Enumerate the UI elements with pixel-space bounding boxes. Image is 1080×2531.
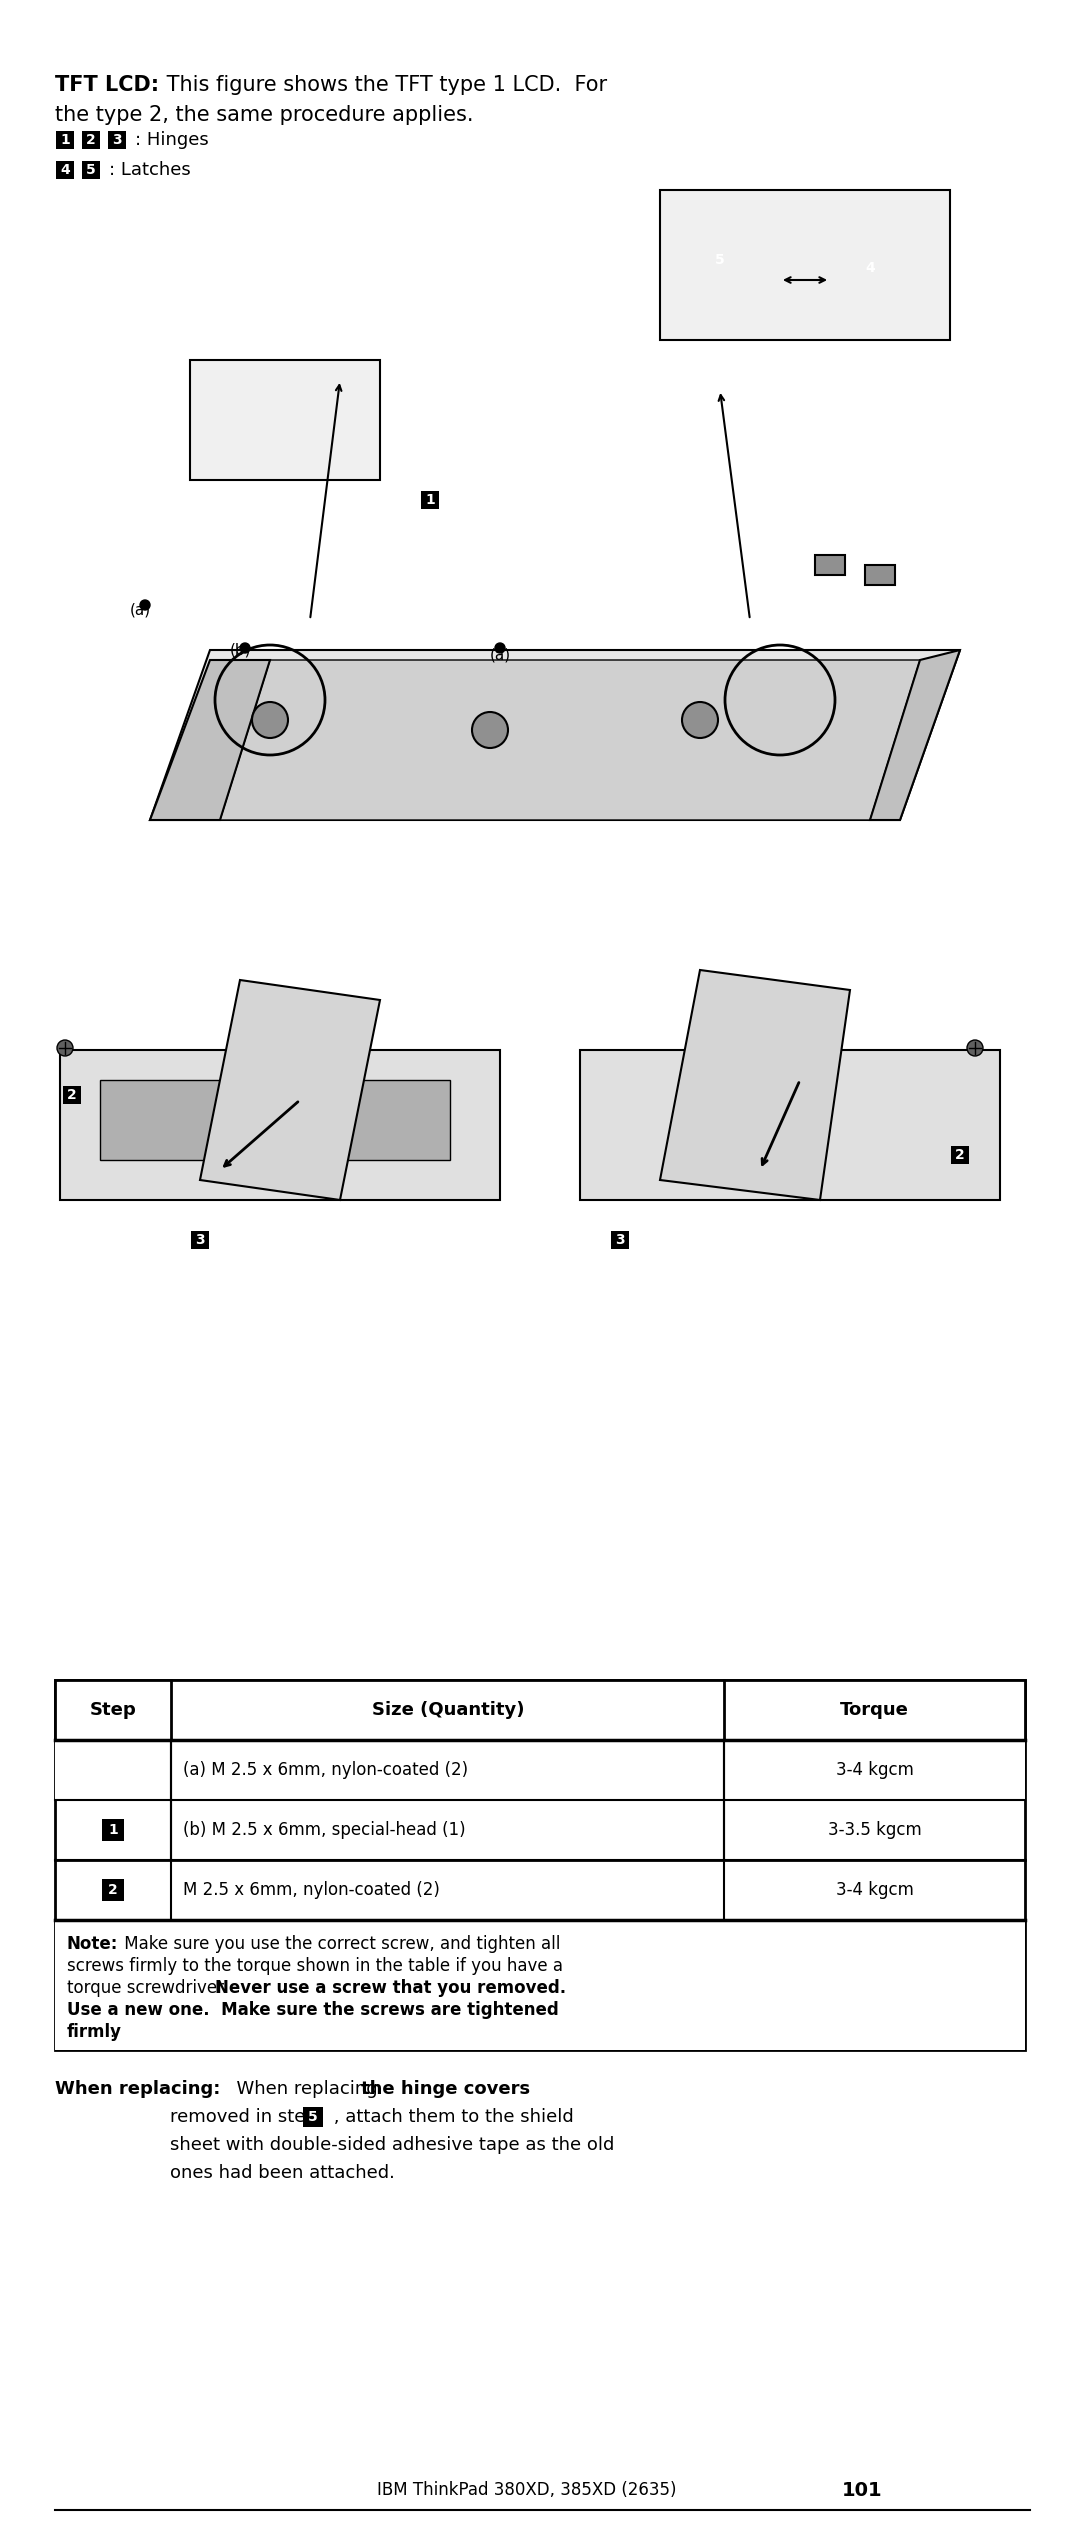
- Text: 5: 5: [715, 253, 725, 266]
- FancyBboxPatch shape: [108, 132, 126, 149]
- Text: sheet with double-sided adhesive tape as the old: sheet with double-sided adhesive tape as…: [170, 2136, 615, 2154]
- Circle shape: [140, 600, 150, 610]
- Circle shape: [57, 1040, 73, 1055]
- FancyBboxPatch shape: [82, 132, 100, 149]
- Text: (a) M 2.5 x 6mm, nylon-coated (2): (a) M 2.5 x 6mm, nylon-coated (2): [184, 1762, 469, 1779]
- Text: , attach them to the shield: , attach them to the shield: [328, 2108, 573, 2126]
- Text: When replacing: When replacing: [225, 2080, 383, 2098]
- FancyBboxPatch shape: [951, 1147, 969, 1164]
- Text: Step: Step: [90, 1701, 136, 1719]
- Circle shape: [495, 643, 505, 653]
- Polygon shape: [220, 661, 920, 820]
- Text: removed in step: removed in step: [170, 2108, 328, 2126]
- Bar: [55, 1681, 1025, 1739]
- Text: IBM ThinkPad 380XD, 385XD (2635): IBM ThinkPad 380XD, 385XD (2635): [377, 2480, 703, 2498]
- Circle shape: [252, 701, 288, 739]
- Text: 3: 3: [195, 1233, 205, 1248]
- FancyBboxPatch shape: [191, 1230, 210, 1248]
- FancyBboxPatch shape: [103, 1878, 124, 1901]
- Text: Size (Quantity): Size (Quantity): [372, 1701, 524, 1719]
- Bar: [815, 554, 845, 575]
- Text: 2: 2: [955, 1149, 964, 1162]
- Text: 2: 2: [86, 134, 96, 147]
- Circle shape: [681, 701, 718, 739]
- Bar: [55, 195, 1025, 896]
- Bar: [55, 1739, 1025, 1800]
- Text: the hinge covers: the hinge covers: [361, 2080, 530, 2098]
- Text: 3: 3: [616, 1233, 625, 1248]
- Text: 5: 5: [308, 2111, 318, 2124]
- FancyBboxPatch shape: [63, 1086, 81, 1104]
- Text: 1: 1: [426, 494, 435, 506]
- Text: 1: 1: [108, 1822, 118, 1838]
- Text: torque screwdriver.: torque screwdriver.: [67, 1979, 239, 1997]
- Text: .: .: [109, 2022, 114, 2040]
- FancyBboxPatch shape: [103, 1820, 124, 1840]
- Text: Note:: Note:: [67, 1936, 119, 1954]
- Polygon shape: [100, 1081, 450, 1159]
- Text: This figure shows the TFT type 1 LCD.  For: This figure shows the TFT type 1 LCD. Fo…: [160, 76, 607, 96]
- Text: 2: 2: [67, 1088, 77, 1101]
- Text: ones had been attached.: ones had been attached.: [170, 2164, 395, 2182]
- Bar: [55, 1921, 1025, 2050]
- Text: 3-3.5 kgcm: 3-3.5 kgcm: [827, 1820, 921, 1840]
- Polygon shape: [200, 979, 380, 1200]
- FancyBboxPatch shape: [711, 251, 729, 268]
- Text: (b): (b): [230, 643, 252, 658]
- FancyBboxPatch shape: [611, 1230, 629, 1248]
- Text: 4: 4: [60, 162, 70, 177]
- Text: the type 2, the same procedure applies.: the type 2, the same procedure applies.: [55, 104, 473, 124]
- Bar: [190, 359, 380, 481]
- FancyBboxPatch shape: [421, 491, 438, 509]
- Text: 101: 101: [841, 2480, 882, 2501]
- FancyBboxPatch shape: [56, 132, 75, 149]
- Polygon shape: [580, 1050, 1000, 1200]
- Text: Never use a screw that you removed.: Never use a screw that you removed.: [215, 1979, 566, 1997]
- FancyBboxPatch shape: [303, 2106, 323, 2126]
- Text: : Hinges: : Hinges: [135, 132, 208, 149]
- Text: Use a new one.  Make sure the screws are tightened: Use a new one. Make sure the screws are …: [67, 2002, 558, 2020]
- FancyBboxPatch shape: [56, 162, 75, 180]
- Polygon shape: [60, 1050, 500, 1200]
- Text: Make sure you use the correct screw, and tighten all: Make sure you use the correct screw, and…: [119, 1936, 561, 1954]
- Polygon shape: [150, 650, 960, 820]
- Text: 5: 5: [86, 162, 96, 177]
- Bar: [55, 1681, 1025, 2050]
- Text: Torque: Torque: [840, 1701, 909, 1719]
- Text: 4: 4: [865, 261, 875, 276]
- Text: 1: 1: [60, 134, 70, 147]
- Bar: [660, 190, 950, 339]
- Circle shape: [472, 711, 508, 749]
- FancyBboxPatch shape: [861, 258, 879, 276]
- Bar: [865, 564, 895, 585]
- Text: (b) M 2.5 x 6mm, special-head (1): (b) M 2.5 x 6mm, special-head (1): [184, 1820, 467, 1840]
- Polygon shape: [870, 650, 960, 820]
- Polygon shape: [660, 969, 850, 1200]
- Text: screws firmly to the torque shown in the table if you have a: screws firmly to the torque shown in the…: [67, 1956, 563, 1974]
- Text: 3-4 kgcm: 3-4 kgcm: [836, 1762, 914, 1779]
- Text: When replacing:: When replacing:: [55, 2080, 220, 2098]
- Text: 3: 3: [112, 134, 122, 147]
- Text: firmly: firmly: [67, 2022, 122, 2040]
- Text: TFT LCD:: TFT LCD:: [55, 76, 159, 96]
- Text: 2: 2: [108, 1883, 118, 1898]
- Text: : Latches: : Latches: [109, 162, 191, 180]
- Circle shape: [967, 1040, 983, 1055]
- FancyBboxPatch shape: [82, 162, 100, 180]
- Text: (a): (a): [490, 648, 511, 663]
- Circle shape: [240, 643, 249, 653]
- Text: 3-4 kgcm: 3-4 kgcm: [836, 1881, 914, 1898]
- Text: (a): (a): [130, 602, 151, 618]
- Polygon shape: [150, 661, 270, 820]
- Text: M 2.5 x 6mm, nylon-coated (2): M 2.5 x 6mm, nylon-coated (2): [184, 1881, 441, 1898]
